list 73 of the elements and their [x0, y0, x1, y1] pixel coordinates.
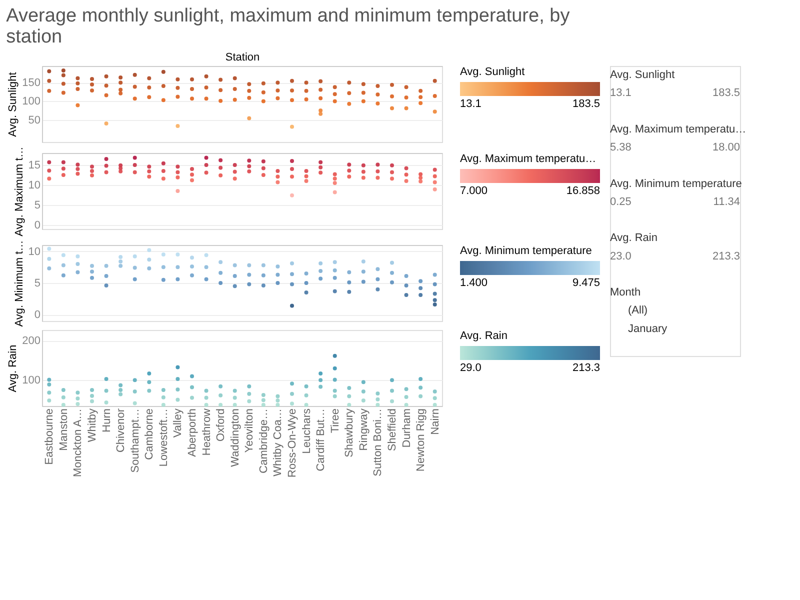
x-tick-label: Cardiff But…	[315, 408, 328, 472]
y-axis-title: Avg. Rain	[7, 344, 20, 392]
color-bar-title: Avg. Sunlight	[460, 66, 525, 78]
y-tick-label: 50	[28, 114, 40, 126]
color-bar-label: 1.400	[460, 277, 488, 289]
x-tick-label: Waddington	[229, 408, 242, 467]
y-tick-label: 200	[22, 335, 40, 348]
x-tick-label: Sheffield	[386, 408, 398, 452]
x-tick-label: Nairn	[429, 408, 442, 435]
x-tick-label: Shawbury	[344, 408, 356, 458]
x-tick-label: Hurn	[100, 408, 113, 432]
color-bar-label: 9.475	[572, 277, 600, 289]
y-tick-label: 10	[28, 246, 40, 258]
color-bar-label: 16.858	[566, 185, 600, 197]
text: 18.00	[712, 142, 740, 154]
text: Avg. Maximum temperatu…	[610, 123, 746, 136]
color-bar-label: 13.1	[460, 98, 482, 110]
y-tick-label: 0	[34, 309, 40, 322]
x-tick-label: Leuchars	[300, 408, 313, 454]
x-tick-label: Camborne	[144, 408, 156, 460]
x-tick-label: Valley	[172, 408, 184, 438]
color-bar-label: 29.0	[460, 362, 482, 374]
text: 183.5	[712, 87, 740, 100]
x-tick-label: Ringway	[358, 408, 370, 451]
x-tick-label: Chivenor	[115, 408, 128, 453]
x-tick-label: Tiree	[329, 408, 342, 434]
color-bar-title: Avg. Minimum temperature	[460, 245, 592, 257]
x-tick-label: Whitby	[86, 408, 98, 442]
color-bar-label: 183.5	[572, 98, 600, 110]
chart-title: Average monthly sunlight, maximum and minimum temperature, by station	[6, 6, 570, 48]
x-tick-label: Aberporth	[186, 408, 198, 457]
text: 5.38	[610, 142, 632, 154]
text: Avg. Rain	[610, 232, 658, 244]
y-tick-label: 5	[34, 278, 40, 290]
x-tick-label: Manston	[58, 408, 70, 451]
color-bar-label: 213.3	[572, 362, 600, 374]
y-tick-label: 0	[34, 220, 40, 232]
x-axis-title: Station	[225, 52, 260, 64]
text: 11.34	[713, 196, 740, 208]
x-tick-label: Yeovilton	[244, 408, 256, 453]
x-tick-label: Whitby Coa…	[272, 408, 284, 476]
x-tick-label: Oxford	[215, 408, 228, 442]
text: 13.1	[610, 87, 632, 100]
x-tick-label: Sutton Boni…	[372, 408, 384, 476]
y-tick-label: 100	[22, 96, 40, 108]
x-tick-label: Heathrow	[200, 408, 213, 456]
x-tick-label: Eastbourne	[44, 408, 56, 465]
x-tick-label: Durham	[400, 408, 413, 448]
x-tick-label: Newton Rigg	[415, 408, 428, 472]
text: 23.0	[610, 250, 632, 262]
text: Avg. Minimum temperature	[610, 178, 742, 190]
text: (All)	[628, 304, 648, 317]
color-bar-title: Avg. Rain	[460, 330, 508, 342]
color-bar-label: 7.000	[460, 185, 488, 197]
text: Avg. Sunlight	[610, 69, 675, 82]
x-tick-label: Cambridge…	[258, 408, 270, 474]
text: 0.25	[610, 196, 632, 208]
x-tick-label: Ross-On-Wye	[286, 408, 298, 478]
color-bar-title: Avg. Maximum temperatu…	[460, 153, 596, 165]
y-tick-label: 10	[28, 180, 40, 192]
y-axis-title: Avg. Sunlight	[7, 72, 20, 137]
text: Month	[610, 286, 641, 299]
x-tick-label: Lowestoft…	[158, 408, 170, 467]
y-tick-label: 100	[22, 374, 40, 386]
y-tick-label: 5	[34, 200, 40, 212]
text: January	[628, 322, 668, 335]
x-tick-label: Monckton A…	[72, 408, 84, 477]
y-axis-title: Avg. Minimum t…	[13, 240, 26, 327]
text: 213.3	[712, 250, 740, 262]
y-tick-label: 15	[28, 160, 40, 172]
x-tick-label: Southampt…	[129, 408, 142, 473]
y-axis-title: Avg. Maximum t…	[13, 146, 26, 236]
y-tick-label: 150	[22, 77, 40, 90]
